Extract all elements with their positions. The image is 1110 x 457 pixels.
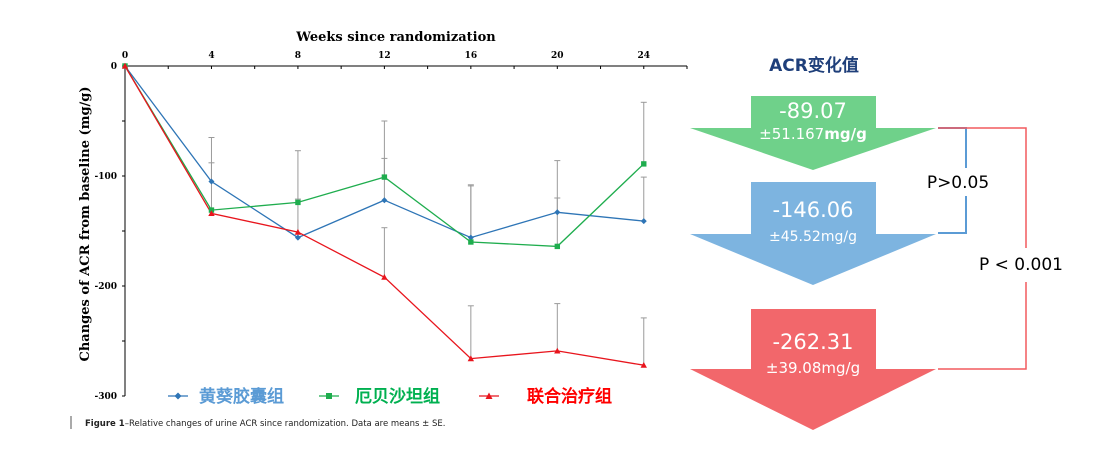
data-point-s2-0 xyxy=(121,62,129,69)
x-ticks: 0 4 8 12 16 20 24 xyxy=(122,51,688,69)
y-tick-label: -300 xyxy=(94,392,117,402)
data-point-s1-1 xyxy=(208,207,215,213)
y-ticks: 0 -100 -200 -300 xyxy=(94,62,125,402)
legend-item-2: 联合治疗组 xyxy=(479,386,612,407)
data-point-s2-1 xyxy=(208,210,215,216)
x-axis-title: Weeks since randomization xyxy=(295,30,496,45)
data-point-s1-5 xyxy=(554,243,561,250)
error-bars xyxy=(208,101,647,366)
arrow-shape-2 xyxy=(690,309,936,430)
caption-bold: Figure 1 xyxy=(85,419,125,429)
arrow-value-2: -262.31 xyxy=(772,330,853,354)
arrow-sd-0: ±51.167mg/g xyxy=(759,125,867,143)
y-tick-label: 0 xyxy=(111,62,117,72)
data-point-s2-3 xyxy=(381,274,388,280)
legend-marker-1 xyxy=(326,393,332,399)
data-point-s2-6 xyxy=(640,362,647,368)
data-point-s2-5 xyxy=(554,347,561,354)
arrow-huangkui: -146.06 ±45.52mg/g xyxy=(690,182,936,285)
arrow-unit-2: mg/g xyxy=(821,359,860,377)
legend-marker-0 xyxy=(174,392,182,400)
arrow-sd-value-2: ±39.08 xyxy=(766,359,822,377)
y-axis-title: Changes of ACR from baseline (mg/g) xyxy=(78,86,93,361)
arrow-unit-0: mg/g xyxy=(824,125,867,143)
data-point-s0-1 xyxy=(208,178,215,185)
legend-label-1: 厄贝沙坦组 xyxy=(355,386,440,407)
series-line-2 xyxy=(124,65,644,366)
arrow-irbesartan: -89.07 ±51.167mg/g xyxy=(690,96,936,170)
x-tick-label: 4 xyxy=(208,51,214,61)
arrow-sd-1: ±45.52mg/g xyxy=(769,229,857,245)
data-point-s2-2 xyxy=(294,228,302,235)
arrow-sd-value-1: ±45.52 xyxy=(769,229,821,245)
x-tick-label: 12 xyxy=(378,51,391,61)
x-tick-label: 20 xyxy=(551,51,564,61)
arrow-sd-2: ±39.08mg/g xyxy=(766,359,860,377)
legend-item-0: 黄葵胶囊组 xyxy=(168,386,284,407)
legend: 黄葵胶囊组 厄贝沙坦组 联合治疗组 xyxy=(168,386,612,407)
x-tick-label: 8 xyxy=(295,51,301,61)
data-point-s1-2 xyxy=(295,199,301,206)
data-point-s0-5 xyxy=(554,209,561,216)
legend-item-1: 厄贝沙坦组 xyxy=(319,386,440,407)
data-point-s1-3 xyxy=(381,174,388,180)
caption-text: –Relative changes of urine ACR since ran… xyxy=(125,419,446,429)
data-point-s0-6 xyxy=(640,218,647,225)
legend-label-0: 黄葵胶囊组 xyxy=(199,386,284,407)
p-value-label-0: P>0.05 xyxy=(927,173,989,193)
bracket-p-lt-0001 xyxy=(938,127,1027,370)
series-lines xyxy=(124,65,645,366)
panel-title: ACR变化值 xyxy=(769,55,859,76)
arrow-value-1: -146.06 xyxy=(772,198,853,222)
legend-marker-2 xyxy=(485,392,493,399)
data-point-s2-4 xyxy=(467,355,475,362)
arrow-shape-0 xyxy=(690,96,936,170)
figure-caption: Figure 1–Relative changes of urine ACR s… xyxy=(85,419,445,429)
data-point-s0-4 xyxy=(467,234,474,241)
x-tick-label: 0 xyxy=(122,51,128,61)
legend-label-2: 联合治疗组 xyxy=(527,386,612,407)
x-tick-label: 24 xyxy=(638,51,651,61)
y-tick-label: -200 xyxy=(94,282,117,292)
data-point-s1-4 xyxy=(468,239,474,245)
arrow-shape-1 xyxy=(690,182,936,285)
series-markers xyxy=(121,62,647,368)
arrow-unit-1: mg/g xyxy=(821,229,857,245)
x-tick-label: 16 xyxy=(465,51,478,61)
data-point-s0-2 xyxy=(294,234,301,241)
arrow-sd-value-0: ±51.167 xyxy=(759,125,824,143)
arrow-combined: -262.31 ±39.08mg/g xyxy=(690,309,936,430)
arrow-value-0: -89.07 xyxy=(779,99,847,123)
data-point-s0-3 xyxy=(381,197,388,204)
data-point-s1-6 xyxy=(641,161,647,167)
p-value-label-1: P < 0.001 xyxy=(979,255,1063,275)
y-tick-label: -100 xyxy=(94,172,117,182)
